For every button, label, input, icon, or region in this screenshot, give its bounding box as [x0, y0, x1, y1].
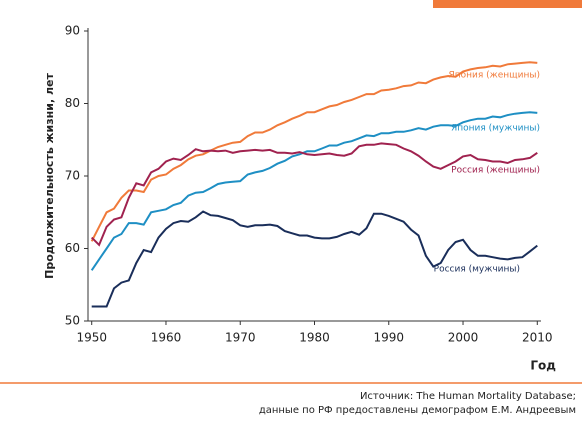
x-tick-label: 1970 — [225, 331, 256, 345]
series-label: Япония (мужчины) — [451, 124, 540, 134]
y-tick-label: 50 — [65, 314, 80, 328]
source: Источник: The Human Mortality Database; — [360, 391, 576, 402]
series-line — [90, 142, 538, 247]
source: данные по РФ предоставлены демографом Е.… — [259, 405, 576, 416]
x-tick-label: 1990 — [373, 331, 404, 345]
x-tick-label: 1980 — [299, 331, 330, 345]
series-line — [90, 61, 538, 242]
top-accent — [433, 0, 582, 8]
x-tick-label: 2000 — [448, 331, 479, 345]
x-tick-label: 2010 — [522, 331, 553, 345]
series-label: Япония (женщины) — [448, 71, 540, 81]
series-line — [91, 210, 538, 308]
x-axis-label: Год — [530, 359, 556, 373]
x-tick-label: 1950 — [76, 331, 107, 345]
series-label: Россия (женщины) — [451, 166, 540, 176]
series-label: Россия (мужчины) — [434, 265, 520, 275]
y-tick-label: 80 — [65, 96, 80, 110]
y-tick-label: 60 — [65, 241, 80, 255]
series-line — [90, 111, 538, 271]
y-tick-label: 90 — [65, 24, 80, 38]
y-axis-label: Продолжительность жизни, лет — [43, 73, 56, 279]
x-tick-label: 1960 — [151, 331, 182, 345]
y-tick-label: 70 — [65, 169, 80, 183]
